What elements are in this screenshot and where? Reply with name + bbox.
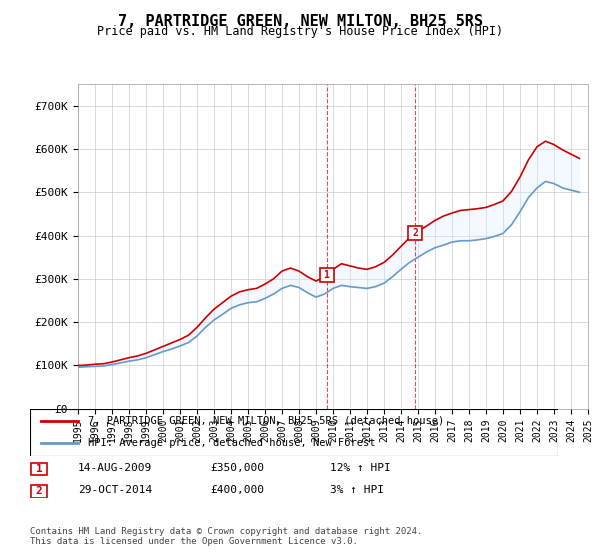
Text: 29-OCT-2014: 29-OCT-2014: [78, 485, 152, 495]
Text: 2: 2: [412, 228, 418, 239]
Text: 7, PARTRIDGE GREEN, NEW MILTON, BH25 5RS (detached house): 7, PARTRIDGE GREEN, NEW MILTON, BH25 5RS…: [88, 416, 445, 426]
Text: HPI: Average price, detached house, New Forest: HPI: Average price, detached house, New …: [88, 438, 376, 448]
Text: 1: 1: [323, 270, 329, 280]
Text: Price paid vs. HM Land Registry's House Price Index (HPI): Price paid vs. HM Land Registry's House …: [97, 25, 503, 38]
Text: 2: 2: [35, 487, 43, 496]
Text: £400,000: £400,000: [210, 485, 264, 495]
Text: £350,000: £350,000: [210, 463, 264, 473]
Text: 7, PARTRIDGE GREEN, NEW MILTON, BH25 5RS: 7, PARTRIDGE GREEN, NEW MILTON, BH25 5RS: [118, 14, 482, 29]
Text: 12% ↑ HPI: 12% ↑ HPI: [330, 463, 391, 473]
Text: Contains HM Land Registry data © Crown copyright and database right 2024.
This d: Contains HM Land Registry data © Crown c…: [30, 526, 422, 546]
Text: 3% ↑ HPI: 3% ↑ HPI: [330, 485, 384, 495]
Text: 1: 1: [35, 464, 43, 474]
Text: 14-AUG-2009: 14-AUG-2009: [78, 463, 152, 473]
